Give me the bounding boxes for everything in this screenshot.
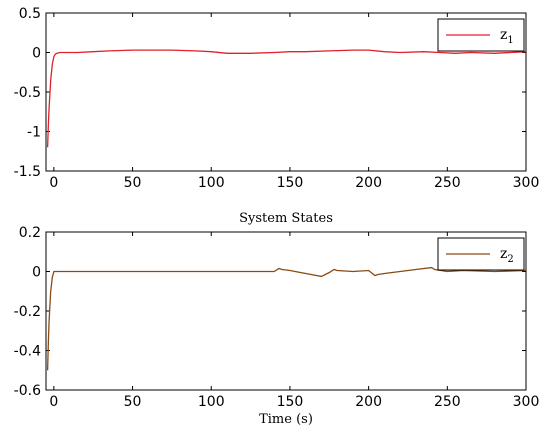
y-tick-label: 0.5 [19, 6, 41, 22]
y-tick-label: -0.2 [14, 304, 41, 320]
x-tick-label: 0 [49, 175, 58, 191]
y-tick-label: 0.2 [19, 225, 41, 241]
x-tick-label: 100 [198, 175, 225, 191]
legend-label: z2 [500, 246, 514, 265]
y-tick-label: -1.5 [14, 164, 41, 180]
y-tick-label: -0.6 [14, 383, 41, 399]
y-tick-label: -0.5 [14, 85, 41, 101]
x-tick-label: 250 [434, 175, 461, 191]
series-line-z1 [46, 49, 527, 148]
x-tick-label: 150 [277, 175, 304, 191]
bottom-plot-title: System States [239, 211, 333, 226]
top-plot: 0 50 100 150 200 250 300 0.5 0 -0.5 -1 -1.5 z1 [14, 6, 540, 191]
bottom-plot: 0 50 100 150 200 250 300 0.2 0 -0.2 -0.4 -0.6 z2 [14, 225, 540, 410]
series-line-z2 [46, 266, 527, 371]
x-tick-label: 300 [513, 175, 540, 191]
x-tick-label: 0 [49, 394, 58, 410]
x-tick-label: 200 [355, 394, 382, 410]
x-tick-label: 50 [124, 175, 142, 191]
x-tick-label: 300 [513, 394, 540, 410]
y-tick-label: 0 [32, 265, 41, 281]
x-axis-label: Time (s) [259, 412, 313, 427]
y-tick-label: -0.4 [14, 344, 41, 360]
x-tick-label: 200 [355, 175, 382, 191]
y-tick-label: 0 [32, 46, 41, 62]
x-tick-label: 250 [434, 394, 461, 410]
x-tick-label: 50 [124, 394, 142, 410]
y-tick-label: -1 [27, 125, 41, 141]
legend-label: z1 [500, 27, 514, 46]
x-tick-label: 150 [277, 394, 304, 410]
x-tick-label: 100 [198, 394, 225, 410]
